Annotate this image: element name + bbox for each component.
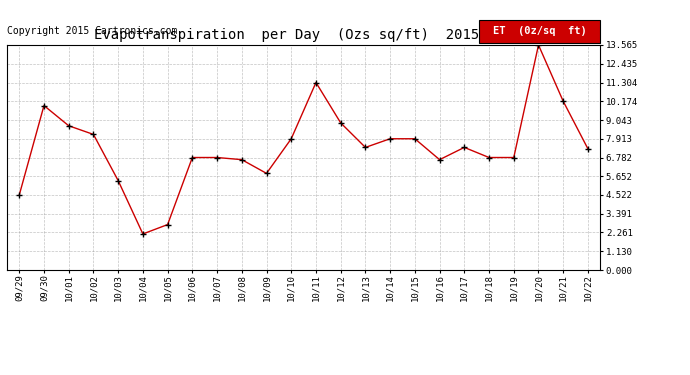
Text: ET  (0z/sq  ft): ET (0z/sq ft) (493, 27, 586, 36)
Title: Evapotranspiration  per Day  (Ozs sq/ft)  20151023: Evapotranspiration per Day (Ozs sq/ft) 2… (95, 28, 513, 42)
Text: Copyright 2015 Cartronics.com: Copyright 2015 Cartronics.com (7, 26, 177, 36)
FancyBboxPatch shape (479, 20, 600, 43)
